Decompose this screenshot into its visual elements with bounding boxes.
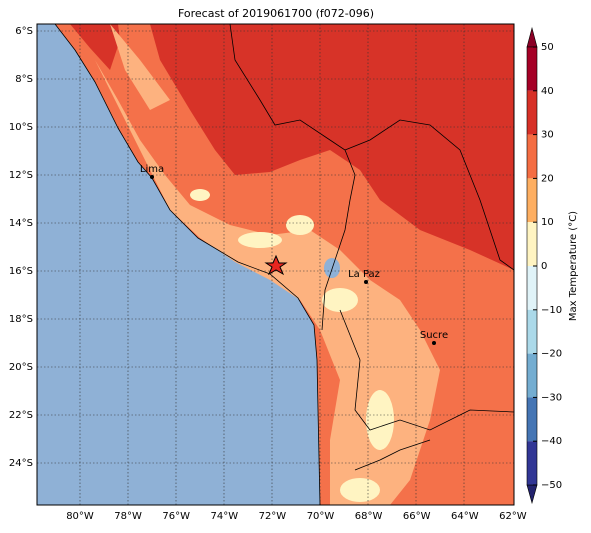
lat-label: 18°S — [9, 314, 33, 325]
lat-label: 6°S — [15, 26, 33, 37]
lon-label: 62°W — [499, 511, 527, 522]
lon-label: 80°W — [66, 511, 94, 522]
graticule — [37, 24, 514, 505]
colorbar-band — [527, 397, 537, 442]
hot-region — [70, 24, 120, 70]
colorbar-band — [527, 47, 537, 91]
colorbar-band — [527, 441, 537, 485]
lon-label: 76°W — [162, 511, 190, 522]
city-label: Lima — [140, 164, 164, 175]
colorbar-band — [527, 134, 537, 179]
title: Forecast of 2019061700 (f072-096) — [178, 7, 374, 20]
mild-patches — [190, 189, 394, 502]
borders — [54, 24, 514, 505]
warm-region — [110, 24, 170, 110]
colorbar-tick-label: 50 — [541, 42, 554, 53]
lon-label: 74°W — [210, 511, 238, 522]
lon-label: 78°W — [114, 511, 142, 522]
lon-label: 64°W — [451, 511, 479, 522]
city-dot — [432, 341, 436, 345]
lat-label: 20°S — [9, 362, 33, 373]
colorbar-tick-label: −10 — [541, 305, 562, 316]
lat-label: 8°S — [15, 74, 33, 85]
colorbar-band — [527, 353, 537, 398]
lat-label: 22°S — [9, 410, 33, 421]
colorbar-label: Max Temperature (°C) — [568, 211, 579, 321]
colorbar: 50 40 30 20 10 0 −10 −20 −30 −40 −50 — [526, 26, 562, 505]
lat-label: 24°S — [9, 458, 33, 469]
frame — [36, 23, 515, 506]
lat-label: 14°S — [9, 218, 33, 229]
colorbar-band — [527, 178, 537, 223]
colorbar-tick-label: 10 — [541, 217, 554, 228]
colorbar-tick-label: 40 — [541, 86, 554, 97]
city-markers: Lima La Paz Sucre — [140, 164, 448, 345]
colorbar-tick-label: 0 — [541, 261, 547, 272]
city-dot — [150, 175, 154, 179]
colorbar-tick-label: −20 — [541, 349, 562, 360]
city-label: La Paz — [348, 269, 380, 280]
colorbar-tick-label: −50 — [541, 480, 562, 491]
hot-region — [150, 24, 514, 270]
lon-label: 72°W — [259, 511, 287, 522]
colorbar-tick-label: −40 — [541, 436, 562, 447]
lon-label: 70°W — [307, 511, 335, 522]
lat-label: 12°S — [9, 170, 33, 181]
lat-label: 16°S — [9, 266, 33, 277]
colorbar-band — [527, 222, 537, 266]
colorbar-band — [527, 309, 537, 354]
colorbar-tick-label: −30 — [541, 392, 562, 403]
colorbar-band — [527, 90, 537, 135]
city-dot — [364, 280, 368, 284]
colorbar-band — [527, 266, 537, 310]
lon-label: 68°W — [355, 511, 383, 522]
city-label: Sucre — [420, 330, 448, 341]
colorbar-tick-label: 30 — [541, 130, 554, 141]
lon-label: 66°W — [403, 511, 431, 522]
star-marker — [264, 254, 288, 276]
colorbar-tick-label: 20 — [541, 173, 554, 184]
lat-label: 10°S — [9, 122, 33, 133]
warm-region — [95, 60, 440, 505]
